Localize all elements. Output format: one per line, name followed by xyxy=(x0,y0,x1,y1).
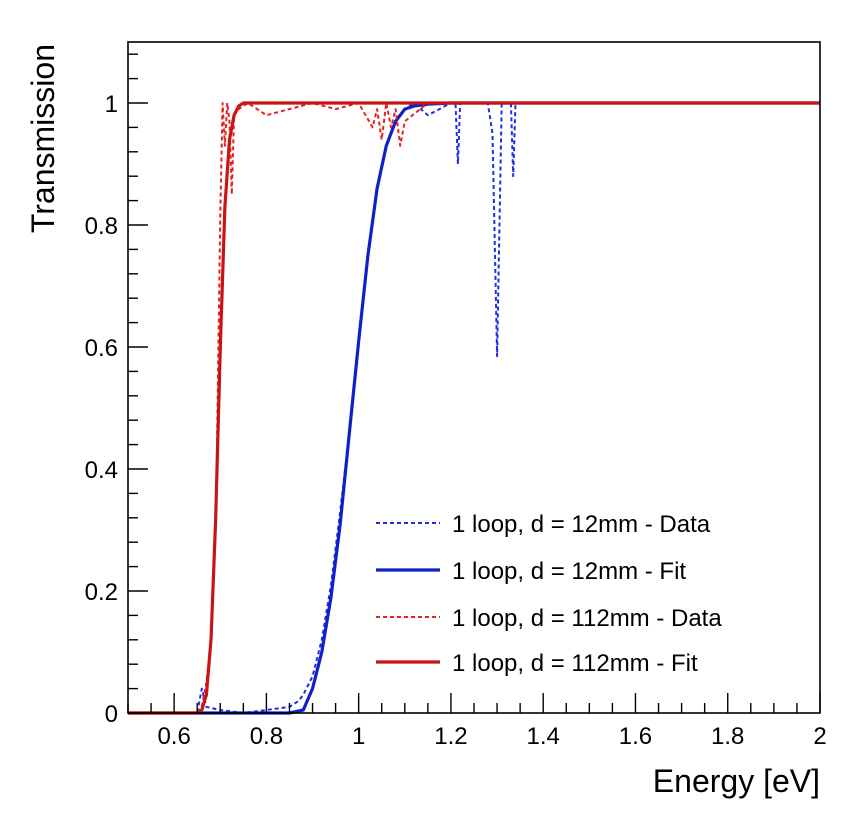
y-tick-label: 0 xyxy=(105,701,118,728)
x-tick-label: 2 xyxy=(813,723,826,750)
x-tick-label: 1 xyxy=(352,723,365,750)
y-axis-title: Transmission xyxy=(25,44,61,233)
x-tick-label: 0.6 xyxy=(157,723,190,750)
plot-background xyxy=(128,42,820,713)
y-tick-label: 0.8 xyxy=(85,213,118,240)
y-tick-label: 0.2 xyxy=(85,579,118,606)
legend: 1 loop, d = 12mm - Data 1 loop, d = 12mm … xyxy=(376,511,722,677)
y-tick-label: 0.4 xyxy=(85,457,118,484)
x-tick-label: 1.4 xyxy=(527,723,560,750)
x-tick-label: 1.8 xyxy=(711,723,744,750)
legend-label-2: 1 loop, d = 12mm - Fit xyxy=(452,558,686,585)
x-tick-label: 1.2 xyxy=(434,723,467,750)
legend-label-3: 1 loop, d = 112mm - Data xyxy=(452,605,722,632)
x-tick-label: 1.6 xyxy=(619,723,652,750)
y-tick-label: 1 xyxy=(105,91,118,118)
plot-area xyxy=(128,42,820,713)
legend-label-4: 1 loop, d = 112mm - Fit xyxy=(452,650,698,677)
legend-label-1: 1 loop, d = 12mm - Data xyxy=(452,511,711,538)
series-line-4 xyxy=(128,101,820,715)
y-tick-label: 0.6 xyxy=(85,335,118,362)
series-layer xyxy=(128,101,820,715)
x-axis-title: Energy [eV] xyxy=(653,763,820,799)
x-tick-label: 0.8 xyxy=(250,723,283,750)
axis-layer: 0.6 0.8 1 1.2 1.4 1.6 1.8 2 0 0.2 0.4 0.6 0.8 1 xyxy=(85,41,827,750)
